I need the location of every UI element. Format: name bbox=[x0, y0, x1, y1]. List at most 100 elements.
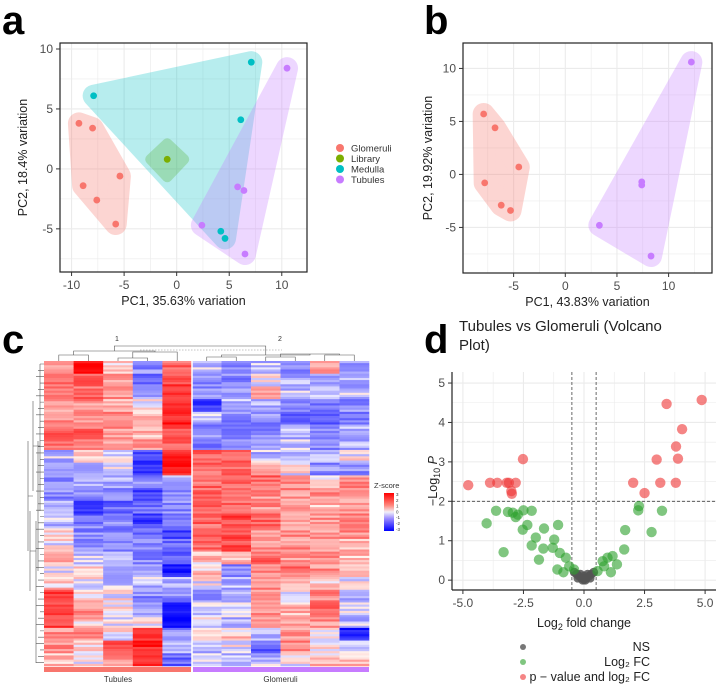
heatmap-cell bbox=[221, 519, 252, 523]
heatmap-cell bbox=[221, 458, 252, 461]
heatmap-cell bbox=[339, 606, 370, 610]
heatmap-cell bbox=[73, 373, 104, 377]
annotation-bar-glomeruli bbox=[193, 667, 369, 672]
heatmap-cell bbox=[162, 543, 193, 546]
point-log2fc bbox=[526, 505, 537, 516]
heatmap-cell bbox=[310, 433, 340, 436]
heatmap-cell bbox=[132, 445, 163, 449]
heatmap-cell bbox=[73, 494, 104, 497]
heatmap-cell bbox=[73, 515, 104, 519]
heatmap-cell bbox=[44, 466, 74, 470]
heatmap-cell bbox=[73, 426, 104, 430]
hull-shape bbox=[82, 51, 263, 250]
heatmap-cell bbox=[192, 483, 222, 487]
heatmap-cell bbox=[221, 454, 252, 457]
heatmap-cell bbox=[310, 551, 340, 555]
heatmap-cell bbox=[192, 420, 222, 423]
heatmap-cell bbox=[44, 562, 74, 565]
heatmap-cell bbox=[44, 481, 74, 485]
heatmap-cell bbox=[132, 661, 163, 665]
heatmap-cell bbox=[73, 411, 104, 415]
heatmap-cell bbox=[221, 407, 252, 411]
heatmap-cell bbox=[103, 505, 134, 508]
heatmap-cell bbox=[280, 640, 311, 644]
heatmap-cell bbox=[192, 634, 222, 637]
heatmap-cell bbox=[132, 392, 163, 396]
point-log2fc bbox=[552, 519, 564, 531]
heatmap-cell bbox=[251, 608, 281, 612]
heatmap-cell bbox=[132, 435, 163, 438]
color-legend-bar bbox=[384, 493, 394, 531]
heatmap-cell bbox=[310, 602, 340, 605]
heatmap-cell bbox=[162, 439, 193, 442]
heatmap-cell bbox=[162, 435, 193, 438]
heatmap-cell bbox=[221, 466, 252, 470]
heatmap-cell bbox=[103, 610, 134, 614]
heatmap-cell bbox=[103, 388, 134, 391]
heatmap-cell bbox=[73, 380, 104, 383]
heatmap-cell bbox=[310, 536, 340, 540]
heatmap-cell bbox=[103, 651, 134, 654]
heatmap-cell bbox=[103, 413, 134, 417]
heatmap-cell bbox=[162, 653, 193, 656]
heatmap-cell bbox=[44, 435, 74, 438]
heatmap-cell bbox=[339, 418, 370, 421]
heatmap-cell bbox=[132, 579, 163, 582]
heatmap-cell bbox=[44, 536, 74, 540]
heatmap-cell bbox=[73, 521, 104, 525]
heatmap-cell bbox=[310, 634, 340, 637]
point-glomeruli bbox=[112, 220, 120, 228]
heatmap-cell bbox=[192, 388, 222, 391]
heatmap-cell bbox=[251, 369, 281, 372]
heatmap-cell bbox=[251, 538, 281, 542]
heatmap-cell bbox=[192, 507, 222, 510]
heatmap-cell bbox=[339, 460, 370, 463]
heatmap-cell bbox=[162, 462, 193, 466]
heatmap-cell bbox=[339, 435, 370, 438]
heatmap-cell bbox=[192, 390, 222, 394]
heatmap-cell bbox=[162, 375, 193, 379]
heatmap-cell bbox=[221, 413, 252, 417]
heatmap-cell bbox=[44, 397, 74, 400]
heatmap-cell bbox=[44, 441, 74, 444]
heatmap-cell bbox=[73, 435, 104, 438]
heatmap-cell bbox=[162, 608, 193, 612]
heatmap-cell bbox=[310, 464, 340, 468]
heatmap-cell bbox=[162, 460, 193, 463]
heatmap-cell bbox=[339, 380, 370, 383]
heatmap-cell bbox=[192, 629, 222, 633]
heatmap-cell bbox=[251, 413, 281, 417]
heatmap-cell bbox=[280, 659, 311, 663]
heatmap-cell bbox=[221, 549, 252, 552]
heatmap-cell bbox=[103, 547, 134, 550]
heatmap-cell bbox=[221, 632, 252, 635]
heatmap-cell bbox=[44, 420, 74, 423]
point-log2fc bbox=[656, 505, 668, 516]
heatmap-cell bbox=[251, 500, 281, 504]
heatmap-cell bbox=[73, 555, 104, 559]
heatmap-cell bbox=[310, 572, 340, 576]
heatmap-cell bbox=[73, 547, 104, 550]
heatmap-cell bbox=[162, 513, 193, 516]
heatmap-cell bbox=[221, 621, 252, 624]
heatmap-cell bbox=[132, 420, 163, 423]
heatmap-cell bbox=[103, 585, 134, 588]
heatmap-cell bbox=[280, 623, 311, 627]
heatmap-cell bbox=[192, 526, 222, 529]
heatmap-cell bbox=[103, 490, 134, 493]
heatmap-cell bbox=[310, 371, 340, 375]
heatmap-cell bbox=[310, 498, 340, 502]
heatmap-cell bbox=[251, 570, 281, 574]
heatmap-cell bbox=[44, 375, 74, 379]
heatmap-cell bbox=[73, 382, 104, 385]
heatmap-cell bbox=[132, 494, 163, 497]
heatmap-cell bbox=[339, 363, 370, 366]
heatmap-cell bbox=[132, 377, 163, 381]
heatmap-cell bbox=[103, 492, 134, 495]
heatmap-cell bbox=[280, 564, 311, 567]
heatmap-cell bbox=[251, 401, 281, 404]
heatmap-cell bbox=[310, 445, 340, 449]
heatmap-cell bbox=[280, 405, 311, 408]
heatmap-cell bbox=[103, 488, 134, 491]
heatmap-cell bbox=[221, 361, 252, 364]
